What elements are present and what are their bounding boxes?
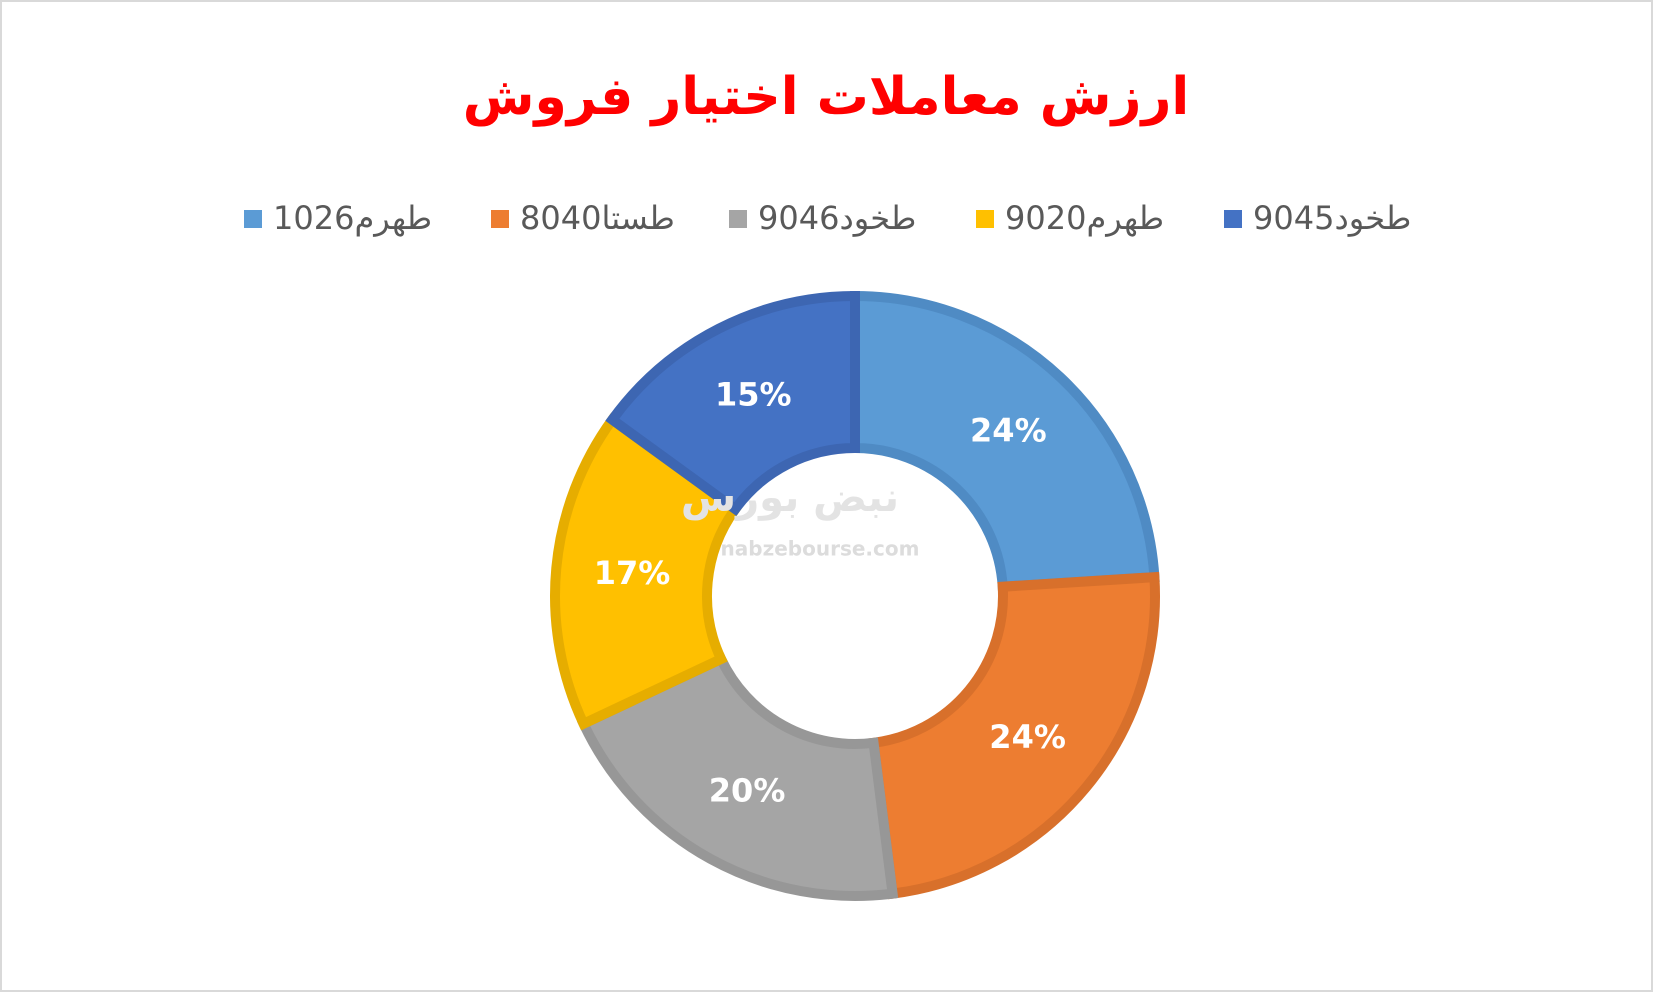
data-label: 17% [594, 554, 671, 592]
donut-slice [605, 290, 860, 516]
legend-label: طخود9045 [1253, 199, 1411, 237]
legend-label: طهرم1026 [273, 199, 432, 237]
watermark-url: nabzebourse.com [721, 537, 920, 561]
data-label: 24% [970, 412, 1047, 450]
legend-marker [976, 210, 994, 228]
donut-slice [576, 652, 899, 901]
data-label: 24% [989, 718, 1066, 756]
data-label: 15% [715, 375, 792, 413]
watermark: نبض بورس [681, 475, 899, 521]
chart-title: ارزش معاملات اختیار فروش [463, 67, 1189, 127]
legend-marker [491, 210, 509, 228]
donut-slice [550, 412, 743, 731]
legend-label: طستا8040 [520, 199, 675, 237]
legend-marker [1224, 210, 1242, 228]
legend-label: طهرم9020 [1005, 199, 1164, 237]
legend-marker [244, 210, 262, 228]
legend-marker [729, 210, 747, 228]
data-label: 20% [709, 771, 786, 809]
donut-slice [867, 571, 1160, 900]
legend-label: طخود9046 [758, 199, 916, 237]
donut-slice [850, 290, 1160, 593]
donut: 24% 24% 20% 17% 15% [550, 290, 1160, 901]
